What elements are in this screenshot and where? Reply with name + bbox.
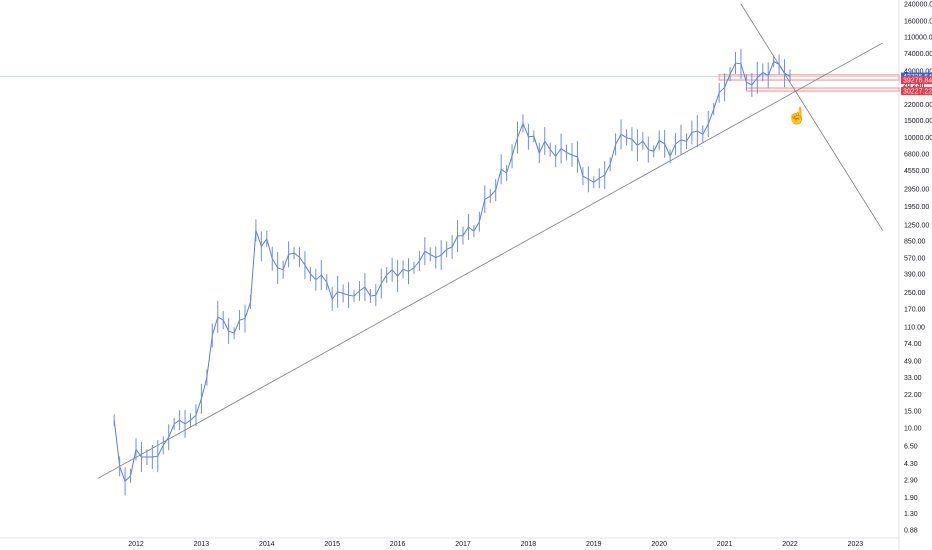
price-tick-label: 850.00 [904,239,926,246]
time-tick-label: 2023 [848,541,864,548]
price-tick-label: 74000.00 [904,51,932,58]
zone-lower-badge-bg [901,87,932,96]
zone-lower-badge: 30227.22 [903,89,932,96]
time-tick-label: 2013 [194,541,210,548]
price-series-line [113,60,791,483]
price-tick-label: 240000.00 [904,2,932,9]
time-tick-label: 2021 [717,541,733,548]
time-tick-label: 2018 [521,541,537,548]
price-tick-label: 2950.00 [904,186,929,193]
price-tick-label: 6800.00 [904,151,929,158]
hand-cursor-icon: ☝ [787,106,807,125]
time-tick-label: 2014 [259,541,275,548]
price-tick-label: 49.00 [904,359,922,366]
time-tick-label: 2020 [651,541,667,548]
price-tick-label: 110000.00 [904,34,932,41]
price-tick-label: 74.00 [904,341,922,348]
trendline [740,3,883,231]
price-tick-label: 1.30 [904,511,918,518]
price-tick-label: 1.90 [904,495,918,502]
price-tick-label: 170.00 [904,306,926,313]
zone-upper-badge-bg [901,76,932,85]
price-tick-label: 22000.00 [904,102,932,109]
trendline [97,42,883,479]
price-tick-label: 4.30 [904,461,918,468]
zone-upper-badge: 39276.84 [903,78,932,85]
price-tick-label: 110.00 [904,325,925,332]
price-tick-label: 0.88 [904,528,918,535]
price-tick-label: 4550.00 [904,168,929,175]
price-tick-label: 250.00 [904,290,926,297]
price-tick-label: 6.50 [904,443,918,450]
time-tick-label: 2022 [782,541,798,548]
price-tick-label: 10000.00 [904,135,932,142]
price-tick-label: 15000.00 [904,118,932,125]
support-zone [718,74,900,81]
time-tick-label: 2016 [390,541,406,548]
time-tick-label: 2015 [324,541,340,548]
price-tick-label: 160000.00 [904,19,932,26]
price-tick-label: 2.90 [904,477,918,484]
price-tick-label: 390.00 [904,271,926,278]
time-tick-label: 2019 [586,541,602,548]
price-tick-label: 10.00 [904,425,922,432]
price-tick-label: 49000.00 [904,68,932,75]
time-tick-label: 2012 [128,541,144,548]
price-tick-label: 1950.00 [904,204,929,211]
countdown-badge-bg [901,80,932,89]
price-tick-label: 570.00 [904,255,926,262]
time-tick-label: 2017 [455,541,471,548]
countdown-badge: 2d 23h [903,82,925,89]
price-tick-label: 22.00 [904,392,922,399]
price-tick-label: 33.00 [904,375,922,382]
price-tick-label: 15.00 [904,408,922,415]
support-zone [745,87,900,92]
price-tick-label: 1250.00 [904,222,929,229]
